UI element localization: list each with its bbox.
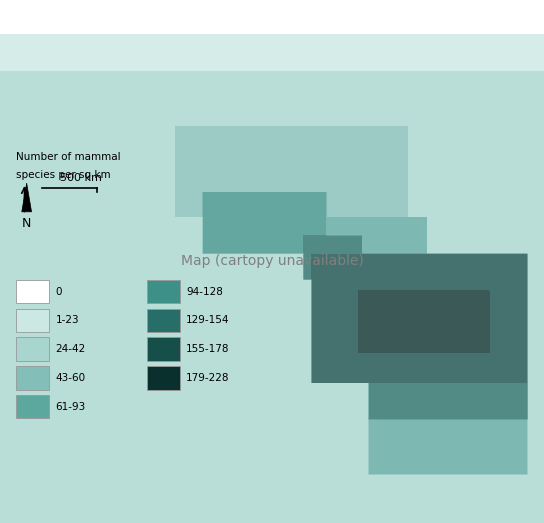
Text: 129-154: 129-154 bbox=[186, 315, 230, 325]
Text: species per sq km: species per sq km bbox=[16, 170, 111, 180]
Text: 155-178: 155-178 bbox=[186, 344, 230, 354]
Bar bbox=[16, 337, 49, 361]
Text: Number of mammal: Number of mammal bbox=[16, 152, 121, 162]
Text: 0: 0 bbox=[55, 287, 62, 297]
Bar bbox=[147, 337, 180, 361]
Bar bbox=[147, 280, 180, 303]
Text: 24-42: 24-42 bbox=[55, 344, 86, 354]
Polygon shape bbox=[22, 183, 32, 212]
Text: N: N bbox=[22, 217, 32, 230]
Text: Map (cartopy unavailable): Map (cartopy unavailable) bbox=[181, 255, 363, 268]
Bar bbox=[16, 395, 49, 418]
Text: 94-128: 94-128 bbox=[186, 287, 223, 297]
Bar bbox=[16, 309, 49, 332]
Bar bbox=[16, 280, 49, 303]
Text: 179-228: 179-228 bbox=[186, 373, 230, 383]
Text: 500 km: 500 km bbox=[60, 173, 101, 183]
Bar bbox=[147, 366, 180, 390]
Text: 61-93: 61-93 bbox=[55, 402, 86, 412]
Text: 43-60: 43-60 bbox=[55, 373, 85, 383]
Bar bbox=[16, 366, 49, 390]
Text: 1-23: 1-23 bbox=[55, 315, 79, 325]
Bar bbox=[147, 309, 180, 332]
